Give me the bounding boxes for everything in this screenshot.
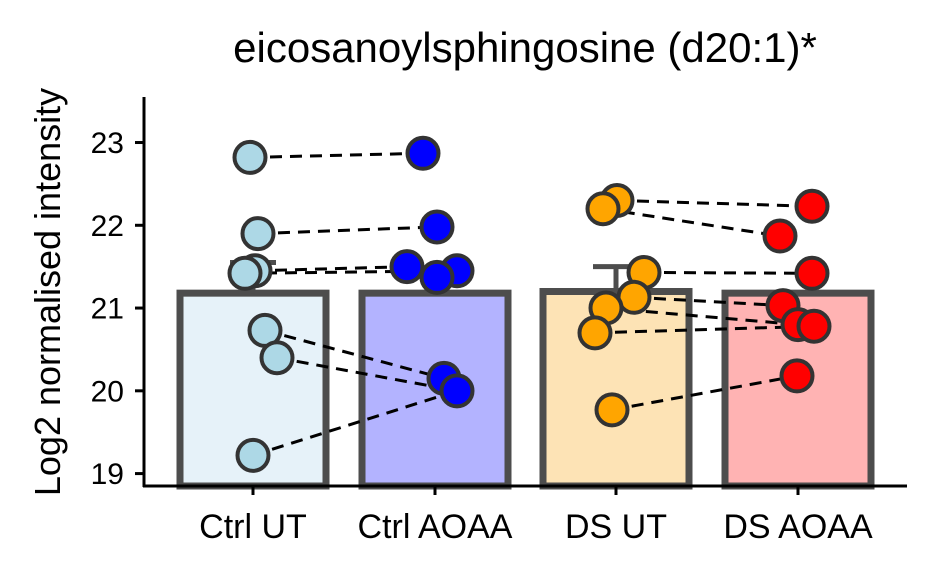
x-tick-label: Ctrl AOAA [358,508,513,546]
data-point-ctrl-ut [235,437,271,473]
x-tick-label: DS UT [565,508,667,546]
pair-line [252,389,458,457]
pair-line [257,225,438,236]
data-point-ds-aoaa [794,188,830,224]
y-tick-label: 19 [91,458,124,491]
data-point-ctrl-aoaa [405,135,441,171]
data-point-ds-ut [585,191,621,227]
pair-line [616,198,813,208]
data-point-ds-ut [577,315,613,351]
pair-line [611,374,798,412]
y-tick-label: 21 [91,293,124,326]
pair-line [254,265,408,273]
pair-line [594,324,815,335]
data-point-ds-aoaa [762,218,798,254]
y-tick-label: 20 [91,375,124,408]
y-ticks-layer: 19 20 21 22 23 [91,127,144,491]
pair-line [276,356,458,393]
pair-line [264,328,445,380]
data-point-ctrl-ut [227,255,263,291]
data-point-ds-aoaa [779,358,815,394]
data-point-ctrl-ut [232,139,268,175]
pair-line [643,270,813,275]
pair-line [633,295,784,308]
pair-lines-layer [244,151,815,457]
pair-line [244,269,458,275]
points-layer [227,135,832,473]
x-ticks-layer: Ctrl UT Ctrl AOAA DS UT DS AOAA [199,486,873,546]
data-point-ctrl-ut [259,340,295,376]
chart-title: eicosanoylsphingosine (d20:1)* [233,24,817,71]
pair-line [249,151,424,159]
data-point-ctrl-aoaa [389,249,425,285]
data-point-ctrl-aoaa [439,373,475,409]
data-point-ds-aoaa [796,308,832,344]
y-tick-label: 23 [91,127,124,160]
x-tick-label: Ctrl UT [199,508,307,546]
y-axis-label: Log2 normalised intensity [27,88,68,496]
data-point-ds-aoaa [794,255,830,291]
data-point-ctrl-aoaa [419,259,455,295]
pair-line [602,207,781,238]
data-point-ctrl-ut [240,216,276,252]
data-point-ctrl-aoaa [419,209,455,245]
y-tick-label: 22 [91,210,124,243]
pair-line [605,306,799,327]
x-tick-label: DS AOAA [723,508,873,546]
data-point-ds-ut [594,392,630,428]
axes-layer [142,97,907,488]
